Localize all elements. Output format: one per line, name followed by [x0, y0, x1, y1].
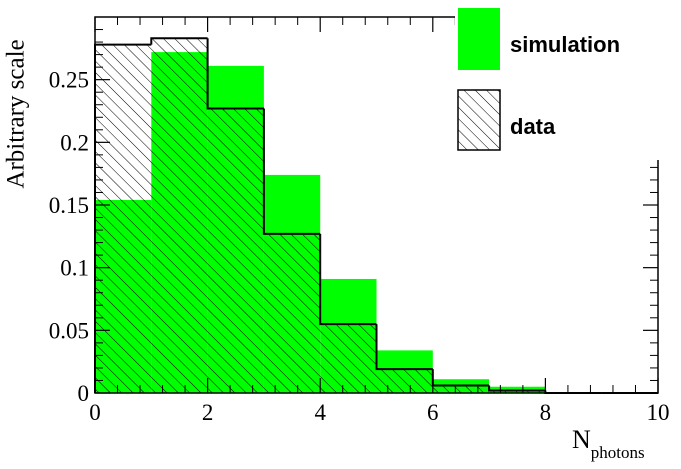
x-axis-label-sub: photons [591, 443, 645, 462]
histogram-outline [262, 108, 321, 235]
x-tick-label: 10 [647, 400, 670, 425]
legend: simulation data [455, 0, 681, 160]
x-axis-label-main: N [572, 425, 591, 454]
x-tick-label: 4 [314, 400, 326, 425]
y-tick-label: 0.2 [60, 130, 89, 155]
histogram-bar [207, 108, 264, 393]
histogram-outline [319, 233, 377, 326]
legend-swatch [458, 8, 500, 70]
x-tick-label: 0 [89, 400, 101, 425]
axes: 0 2 4 6 8 10 0 0.05 0.1 0.15 0.2 0.25 [49, 16, 670, 425]
legend-swatch [457, 89, 501, 151]
y-tick-label: 0.15 [49, 193, 89, 218]
histogram-bar [376, 369, 433, 393]
histogram-bar [432, 385, 490, 393]
histogram-outline [375, 324, 433, 371]
histogram-bar [95, 44, 152, 393]
histogram-outline [150, 37, 208, 45]
histogram-bar [263, 233, 321, 393]
x-axis-label: Nphotons [572, 425, 645, 462]
x-tick-label: 8 [540, 400, 552, 425]
x-tick-label: 2 [202, 400, 214, 425]
y-tick-label: 0.1 [60, 256, 89, 281]
histogram-bar [489, 390, 546, 393]
histogram-bar [151, 38, 208, 393]
histogram-outline [488, 385, 546, 392]
y-tick-label: 0 [78, 381, 90, 406]
y-tick-label: 0.25 [49, 68, 89, 93]
histogram-outline [206, 38, 264, 110]
histogram-bar [320, 324, 377, 393]
legend-label: simulation [510, 32, 620, 57]
x-tick-label: 6 [427, 400, 439, 425]
plot-area [94, 37, 658, 394]
y-axis-label: Arbitrary scale [3, 39, 30, 188]
y-tick-label: 0.05 [49, 318, 89, 343]
legend-label: data [510, 114, 556, 139]
